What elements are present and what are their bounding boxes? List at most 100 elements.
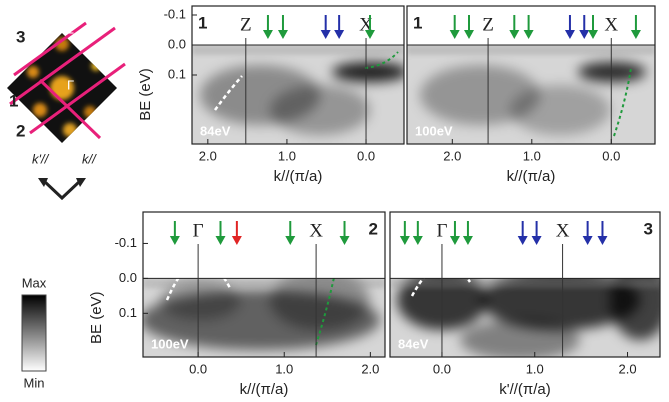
dispersion-guide <box>613 67 632 137</box>
point-label: X <box>102 47 111 62</box>
colorbar: Max Min <box>21 275 47 390</box>
arrow-head <box>262 30 273 39</box>
x-axis-label: k//(π/a) <box>274 168 323 185</box>
k-arrowheads <box>38 178 86 187</box>
x-tick-label: 1.0 <box>523 148 541 163</box>
cut-label: 3 <box>16 27 25 46</box>
arrow-head <box>564 30 575 39</box>
band-arrow <box>412 221 423 245</box>
band-arrow <box>517 221 528 245</box>
band-arrow <box>449 221 460 245</box>
x-axis-label: k'//(π/a) <box>499 381 551 398</box>
band-arrow <box>320 15 331 39</box>
panel-number: 1 <box>198 13 207 32</box>
arrow-head <box>215 236 226 245</box>
y-tick-label: 0.0 <box>168 36 186 51</box>
band-arrow <box>464 15 474 39</box>
arrow-head <box>231 236 242 245</box>
cut-lines <box>9 21 126 140</box>
arrow-head <box>339 236 350 245</box>
x-tick-label: 2.0 <box>443 148 461 163</box>
arrow-head <box>449 236 460 245</box>
photon-energy: 84eV <box>200 123 231 138</box>
image-features <box>397 278 660 357</box>
symmetry-label: Γ <box>436 220 447 241</box>
intensity-feature <box>578 62 646 82</box>
arrow-head <box>277 30 288 39</box>
cut-label: 2 <box>16 121 25 140</box>
image-top-shade <box>143 278 385 289</box>
x-tick-label: 2.0 <box>618 361 636 376</box>
intensity-feature <box>510 85 610 135</box>
arrow-head <box>320 30 331 39</box>
x-tick-label: 1.0 <box>278 148 296 163</box>
inset-map: 3 1 2 Z X Γ <box>7 21 126 143</box>
arrow-head <box>523 30 534 39</box>
arrow-head <box>412 236 423 245</box>
intensity-feature <box>332 62 404 82</box>
arrow-head <box>364 30 375 39</box>
symmetry-label: Z <box>482 14 494 35</box>
band-arrow <box>564 15 575 39</box>
image-top-shade <box>407 45 655 55</box>
k-label: k// <box>82 151 97 166</box>
symmetry-label: X <box>556 220 570 241</box>
x-axis-label: k//(π/a) <box>507 168 556 185</box>
x-tick-label: 2.0 <box>361 361 379 376</box>
dispersion-guide <box>213 75 243 111</box>
photon-energy: 100eV <box>151 336 189 351</box>
band-arrow <box>364 15 375 39</box>
panel-frame <box>142 211 386 358</box>
intensity-image <box>407 45 655 144</box>
band-arrow <box>277 15 288 39</box>
k-directions: k'// k// <box>32 151 97 201</box>
band-arrow <box>339 221 350 245</box>
dispersion-guide <box>165 278 232 301</box>
band-arrow <box>588 15 598 39</box>
arrow-head <box>285 236 296 245</box>
intensity-image <box>390 278 660 357</box>
arrow-head <box>399 236 410 245</box>
y-tick-label: -0.1 <box>164 6 186 21</box>
image-top-shade <box>390 278 660 289</box>
image-features <box>200 62 404 135</box>
dispersion-guide <box>364 51 399 69</box>
band-arrow <box>169 221 180 245</box>
arrow-head <box>334 30 345 39</box>
x-tick-label: 0.0 <box>433 361 451 376</box>
cut-label: 1 <box>9 91 18 110</box>
symmetry-label: Γ <box>193 220 204 241</box>
photon-energy: 84eV <box>398 336 429 351</box>
band-arrow <box>523 15 534 39</box>
band-arrow <box>531 221 542 245</box>
band-arrow <box>334 15 345 39</box>
arrow-head <box>582 236 593 245</box>
symmetry-label: Z <box>240 14 252 35</box>
arrow-head <box>462 236 473 245</box>
band-arrow <box>449 15 460 39</box>
y-tick-label: 0.1 <box>119 305 137 320</box>
image-top-shade <box>192 45 404 55</box>
panel-number: 1 <box>413 13 422 32</box>
colorbar-min: Min <box>24 375 45 390</box>
x-tick-label: 0.0 <box>602 148 620 163</box>
x-tick-label: 1.0 <box>526 361 544 376</box>
x-tick-label: 0.0 <box>357 148 375 163</box>
colorbar-scale <box>21 294 47 372</box>
y-tick-label: 0.0 <box>119 270 137 285</box>
intensity-feature <box>460 320 580 357</box>
x-tick-label: 2.0 <box>199 148 217 163</box>
band-arrow <box>262 15 273 39</box>
band-arrow <box>215 221 226 245</box>
symmetry-label: X <box>604 14 618 35</box>
photon-energy: 100eV <box>415 123 453 138</box>
colorbar-max: Max <box>22 275 47 290</box>
panel-number: 2 <box>369 219 378 238</box>
band-arrow <box>597 221 608 245</box>
symmetry-label: X <box>309 220 323 241</box>
k-label: k'// <box>32 151 50 166</box>
band-arrow <box>399 221 410 245</box>
y-axis-label: BE (eV) <box>88 291 105 344</box>
intensity-image <box>143 278 385 357</box>
